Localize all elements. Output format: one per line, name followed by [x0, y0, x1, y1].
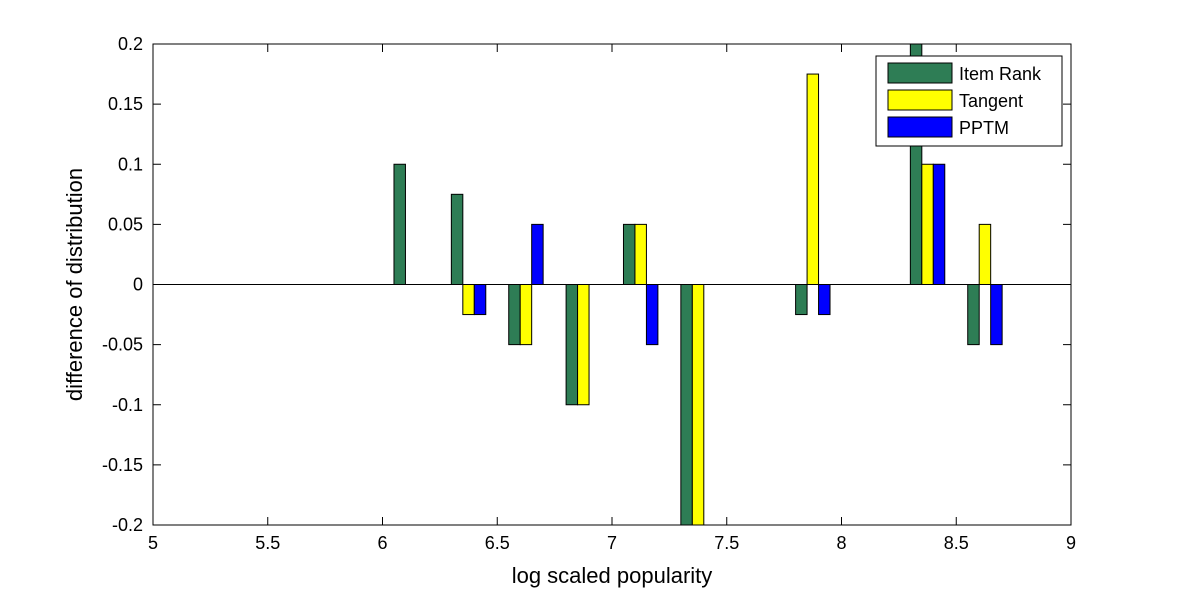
bar-tangent-5 — [691, 284, 705, 526]
x-tick-label: 7.5 — [714, 533, 739, 553]
y-tick-label: 0.15 — [108, 94, 143, 114]
x-tick-label: 6.5 — [485, 533, 510, 553]
legend: Item Rank Tangent PPTM — [875, 55, 1063, 147]
bar-item-rank-3 — [565, 284, 579, 406]
x-tick-label: 8 — [836, 533, 846, 553]
bar-pptm-8 — [990, 284, 1003, 346]
bar-pptm-7 — [932, 163, 946, 285]
x-tick-label: 7 — [607, 533, 617, 553]
y-tick-label: 0 — [133, 275, 143, 295]
bar-pptm-6 — [818, 284, 831, 316]
bar-tangent-4 — [634, 223, 647, 285]
bar-item-rank-6 — [795, 284, 808, 316]
y-tick-label: -0.2 — [112, 515, 143, 535]
bar-item-rank-5 — [680, 284, 693, 526]
x-tick-label: 5.5 — [255, 533, 280, 553]
y-tick-label: -0.05 — [102, 335, 143, 355]
legend-label-item-rank: Item Rank — [959, 64, 1042, 84]
y-tick-label: 0.05 — [108, 214, 143, 234]
x-axis-ticks: 5 5.5 6 6.5 7 7.5 8 8.5 9 — [148, 44, 1076, 553]
bars — [393, 43, 1003, 526]
bar-pptm-1 — [473, 284, 487, 316]
bar-tangent-8 — [978, 223, 992, 285]
y-tick-label: 0.2 — [118, 34, 143, 54]
bar-item-rank-1 — [450, 193, 464, 285]
bar-item-rank-8 — [967, 284, 980, 346]
x-axis-label: log scaled popularity — [512, 563, 713, 588]
x-tick-label: 8.5 — [944, 533, 969, 553]
legend-label-pptm: PPTM — [959, 118, 1009, 138]
x-tick-label: 6 — [377, 533, 387, 553]
y-tick-label: -0.1 — [112, 395, 143, 415]
bar-item-rank-4 — [622, 223, 636, 285]
bar-item-rank-2 — [508, 284, 521, 346]
x-tick-label: 9 — [1066, 533, 1076, 553]
y-tick-label: 0.1 — [118, 154, 143, 174]
legend-swatch-pptm — [887, 116, 953, 138]
legend-swatch-item-rank — [887, 62, 953, 84]
y-axis-label: difference of distribution — [62, 168, 87, 401]
y-axis-ticks: -0.2 -0.15 -0.1 -0.05 0 0.05 0.1 0.15 0.2 — [102, 34, 1071, 535]
bar-tangent-3 — [577, 284, 590, 406]
bar-pptm-2 — [531, 223, 544, 285]
legend-items: Item Rank Tangent PPTM — [887, 62, 1042, 138]
legend-swatch-tangent — [887, 89, 953, 111]
bar-tangent-6 — [806, 73, 820, 285]
bar-pptm-4 — [645, 284, 659, 346]
legend-label-tangent: Tangent — [959, 91, 1023, 111]
bar-tangent-2 — [519, 284, 533, 346]
bar-tangent-7 — [921, 163, 934, 285]
x-tick-label: 5 — [148, 533, 158, 553]
y-tick-label: -0.15 — [102, 455, 143, 475]
bar-item-rank-0 — [393, 163, 406, 285]
bar-tangent-1 — [462, 284, 475, 316]
